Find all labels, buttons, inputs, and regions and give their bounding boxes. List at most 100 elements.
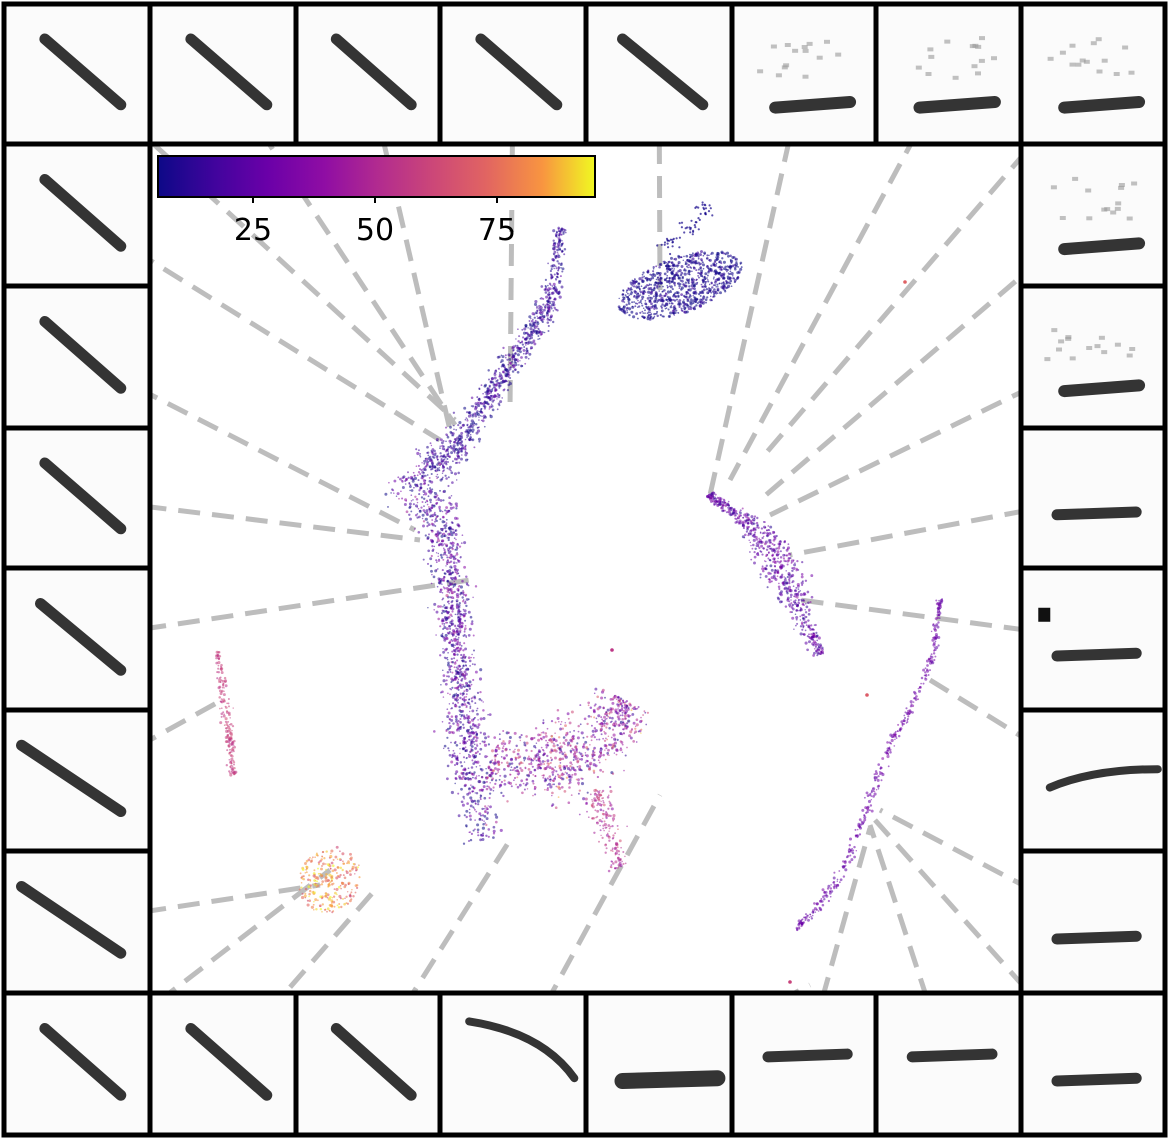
scatter-point-upper-lobe [655, 307, 658, 310]
scatter-point-central-trunk [460, 800, 464, 804]
scatter-point-upper-arm [484, 395, 488, 399]
scatter-point-lower-plume [513, 766, 517, 770]
scatter-point-upper-arm [541, 313, 544, 316]
scatter-point-upper-lobe [725, 268, 728, 271]
scatter-point-upper-arm [447, 452, 450, 455]
scatter-point-right-island [789, 611, 792, 614]
scatter-point-central-trunk [463, 814, 466, 817]
scatter-point-central-trunk [446, 579, 450, 583]
scatter-point-right-curve [936, 625, 940, 629]
scatter-point-lower-plume [575, 778, 578, 781]
scatter-point-central-trunk [450, 619, 454, 623]
scatter-point-right-curve [838, 870, 841, 872]
scatter-point-right-island [754, 535, 758, 539]
scatter-point-central-trunk [440, 539, 444, 543]
scatter-point-lower-plume [520, 769, 524, 772]
scatter-point-central-trunk [463, 797, 465, 800]
scatter-point-lower-plume [570, 794, 573, 796]
scatter-point-upper-lobe [723, 252, 727, 255]
scatter-point-lower-plume [573, 729, 576, 732]
scatter-point-right-curve [832, 876, 836, 880]
scatter-point-upper-arm [494, 369, 497, 372]
scatter-point-right-island [766, 586, 769, 589]
scatter-point-upper-arm [478, 426, 480, 429]
scatter-point-lower-plume [561, 727, 564, 730]
scatter-point-central-trunk [455, 603, 459, 606]
scatter-point-upper-lobe [627, 292, 629, 295]
scatter-point-upper-arm [436, 473, 439, 476]
scatter-point-central-trunk [468, 680, 472, 684]
scatter-point-upper-arm [449, 430, 453, 434]
scatter-point-upper-arm [447, 446, 450, 449]
scatter-point-central-trunk [477, 780, 481, 784]
scatter-point-upper-lobe [702, 263, 705, 267]
scatter-point-upper-lobe [698, 304, 703, 308]
scatter-point-central-trunk [455, 676, 457, 678]
scatter-point-right-island [804, 615, 807, 619]
scatter-point-right-curve [829, 887, 833, 890]
scatter-point-upper-arm [484, 415, 487, 419]
scatter-point-upper-arm [552, 282, 556, 286]
scatter-point-lower-plume-tail [614, 832, 617, 835]
scatter-point-central-trunk [456, 613, 459, 616]
scatter-point-central-trunk [444, 682, 448, 686]
scatter-point-upper-lobe [722, 276, 725, 279]
scatter-point-lower-plume-tail [600, 800, 602, 803]
scatter-point-upper-arm [481, 419, 485, 423]
scatter-point-central-trunk [458, 643, 462, 646]
scatter-point-upper-lobe [680, 271, 684, 275]
scatter-point-upper-arm [548, 311, 551, 313]
scatter-point-central-trunk [458, 545, 462, 548]
scatter-point-central-trunk [442, 669, 444, 671]
scatter-point-right-curve [922, 682, 925, 685]
scatter-point-lower-plume [599, 768, 602, 772]
scatter-point-lower-plume [524, 745, 527, 747]
scatter-point-central-trunk [478, 812, 482, 816]
scatter-point-lower-plume-tail [605, 847, 608, 850]
scatter-point-upper-lobe [656, 314, 659, 318]
scatter-point-central-trunk [445, 565, 447, 567]
scatter-point-lower-plume [530, 758, 533, 761]
scatter-point-upper-arm [502, 389, 505, 392]
scatter-point-central-trunk [476, 828, 480, 832]
scatter-point-lower-plume [567, 801, 571, 804]
scatter-point-central-trunk [466, 740, 469, 743]
scatter-point-central-trunk [447, 615, 451, 619]
scatter-point-upper-lobe [723, 282, 726, 286]
scatter-point-upper-lobe [724, 265, 727, 269]
scatter-point-upper-arm [527, 357, 530, 360]
scatter-point-central-trunk [448, 703, 451, 705]
scatter-point-upper-arm [515, 358, 517, 360]
scatter-point-upper-arm [456, 454, 460, 458]
scatter-point-lower-plume [646, 711, 650, 714]
scatter-point-upper-arm [471, 428, 475, 432]
scatter-point-central-trunk [464, 619, 467, 622]
scatter-point-lower-plume [533, 744, 536, 748]
scatter-point-central-trunk [442, 499, 445, 502]
scatter-point-upper-lobe [682, 283, 686, 286]
scatter-point-central-trunk [477, 723, 481, 727]
scatter-point-lower-plume [565, 776, 569, 779]
scatter-point-upper-lobe [702, 290, 704, 293]
scatter-point-central-trunk [482, 701, 484, 703]
scatter-point-central-trunk [445, 512, 448, 515]
scatter-point-upper-lobe [700, 271, 703, 274]
scatter-point-central-trunk [438, 581, 442, 585]
scatter-point-central-trunk [463, 696, 466, 699]
scatter-point-central-trunk [465, 604, 468, 608]
scatter-point-right-island [733, 514, 736, 517]
scatter-point-lower-plume [565, 764, 569, 768]
scatter-point-lower-plume [608, 727, 611, 730]
scatter-point-upper-arm [450, 447, 454, 450]
scatter-point-upper-arm [455, 458, 458, 461]
scatter-point-upper-arm [493, 394, 497, 397]
scatter-point-lower-plume-tail [607, 824, 611, 827]
scatter-point-right-island [739, 511, 742, 515]
scatter-point-right-island [722, 507, 724, 509]
scatter-point-central-trunk [455, 635, 457, 638]
scatter-point-central-trunk [455, 718, 458, 721]
scatter-point-upper-lobe [716, 289, 719, 292]
scatter-point-upper-arm [534, 321, 537, 324]
scatter-point-lower-plume-tail [597, 802, 600, 805]
scatter-point-central-trunk [453, 693, 457, 697]
